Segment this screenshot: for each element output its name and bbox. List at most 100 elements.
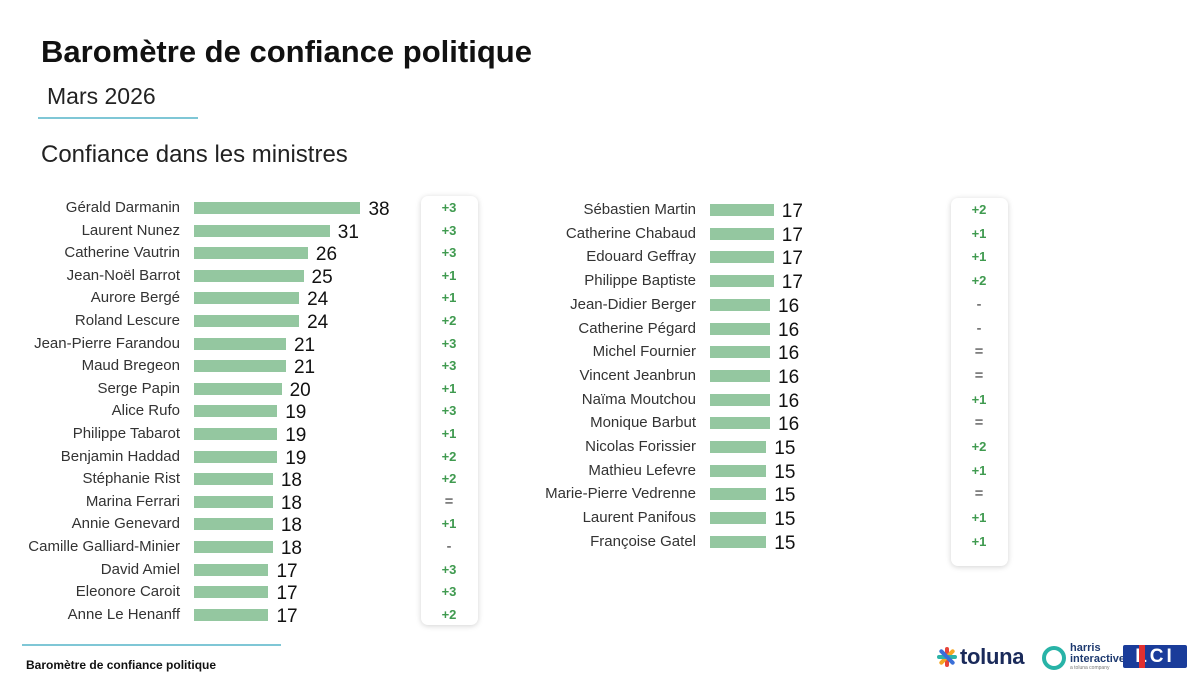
minister-name: Philippe Tabarot [72,425,180,442]
change-value: +2 [971,273,987,289]
minister-name: Gérald Darmanin [65,199,180,216]
confidence-value: 21 [293,334,316,356]
confidence-value: 15 [774,438,796,459]
minister-name: Catherine Vautrin [64,244,180,262]
title-divider [38,117,198,119]
change-value: +3 [441,561,457,577]
change-value: - [976,319,982,337]
confidence-bar [710,464,767,477]
confidence-value: 16 [778,319,800,341]
harris-tagline: a toluna company [1070,665,1110,671]
confidence-value: 21 [293,357,316,379]
change-value: +3 [441,200,457,215]
confidence-value: 15 [774,461,796,483]
confidence-bar [194,202,361,214]
change-value: - [446,538,452,555]
minister-name: Aurore Bergé [90,289,180,307]
minister-name: Catherine Chabaud [565,224,696,242]
minister-name: Marie-Pierre Vedrenne [545,485,696,503]
lci-red-stripe [1139,645,1145,668]
confidence-bar [194,428,278,440]
minister-name: Camille Galliard-Minier [28,538,180,555]
minister-name: Edouard Geffray [586,248,696,266]
change-value: - [976,295,982,313]
confidence-value: 18 [280,515,302,537]
minister-name: Anne Le Henanff [67,605,180,623]
confidence-value: 24 [307,312,329,333]
change-value: +3 [441,403,457,419]
confidence-bar [194,382,282,395]
change-value: = [974,343,984,361]
change-value: +1 [971,533,987,549]
confidence-bar [194,405,278,418]
confidence-value: 19 [285,402,307,424]
minister-name: Annie Genevard [71,515,180,533]
minister-name: Jean-Noël Barrot [66,266,180,284]
change-value: +1 [971,391,987,407]
page-title: Baromètre de confiance politique [41,34,532,69]
confidence-bar [710,275,774,288]
toluna-asterisk-icon [937,647,957,667]
minister-name: Serge Papin [97,379,180,397]
minister-name: Françoise Gatel [590,532,696,550]
minister-name: Maud Bregeon [81,357,180,375]
minister-name: Nicolas Forissier [585,438,696,455]
change-value: +1 [441,426,457,441]
change-value: +1 [971,462,987,478]
confidence-value: 15 [774,532,796,554]
minister-name: Monique Barbut [590,414,696,432]
confidence-value: 15 [774,509,796,531]
confidence-value: 24 [307,289,329,311]
confidence-value: 19 [285,447,307,469]
change-value: +2 [441,606,457,622]
change-value: +3 [441,222,457,238]
confidence-bar [194,518,273,531]
confidence-value: 25 [311,266,333,288]
confidence-value: 17 [276,583,298,605]
confidence-value: 31 [337,221,359,243]
confidence-bar [710,535,767,548]
changes-card-right [951,198,1008,566]
confidence-bar [710,204,774,216]
confidence-value: 16 [778,390,800,412]
minister-name: Laurent Nunez [81,221,180,239]
confidence-bar [710,369,770,382]
confidence-value: 18 [280,538,302,559]
changes-card-left [421,196,478,625]
confidence-value: 17 [781,201,803,222]
change-value: +2 [441,313,457,328]
confidence-value: 17 [276,560,298,582]
confidence-bar [710,417,770,430]
harris-wordmark: harris interactive [1070,642,1126,665]
confidence-value: 16 [778,343,800,365]
confidence-bar [710,227,774,240]
change-value: = [444,492,454,510]
change-value: +1 [441,267,457,283]
confidence-bar [194,473,273,486]
toluna-wordmark: toluna [960,644,1025,669]
confidence-bar [194,541,273,553]
change-value: +1 [971,510,987,526]
change-value: +3 [441,584,457,600]
change-value: +1 [441,380,457,396]
change-value: +2 [971,439,987,454]
minister-name: Naïma Moutchou [581,390,696,408]
confidence-bar [194,247,308,260]
change-value: = [974,485,984,503]
confidence-bar [194,450,278,463]
confidence-bar [710,488,767,501]
lci-logo: LCI [1123,645,1187,668]
confidence-value: 20 [289,379,311,401]
confidence-bar [194,586,269,599]
minister-name: Catherine Pégard [578,319,696,337]
change-value: +2 [441,471,457,487]
page-subtitle: Mars 2026 [47,83,156,109]
confidence-value: 17 [781,248,803,270]
minister-name: Michel Fournier [592,343,696,361]
confidence-bar [710,512,767,525]
change-value: +1 [971,249,987,265]
confidence-value: 17 [276,605,298,627]
toluna-logo: toluna [937,644,1025,670]
confidence-bar [194,608,269,621]
confidence-bar [194,360,286,373]
